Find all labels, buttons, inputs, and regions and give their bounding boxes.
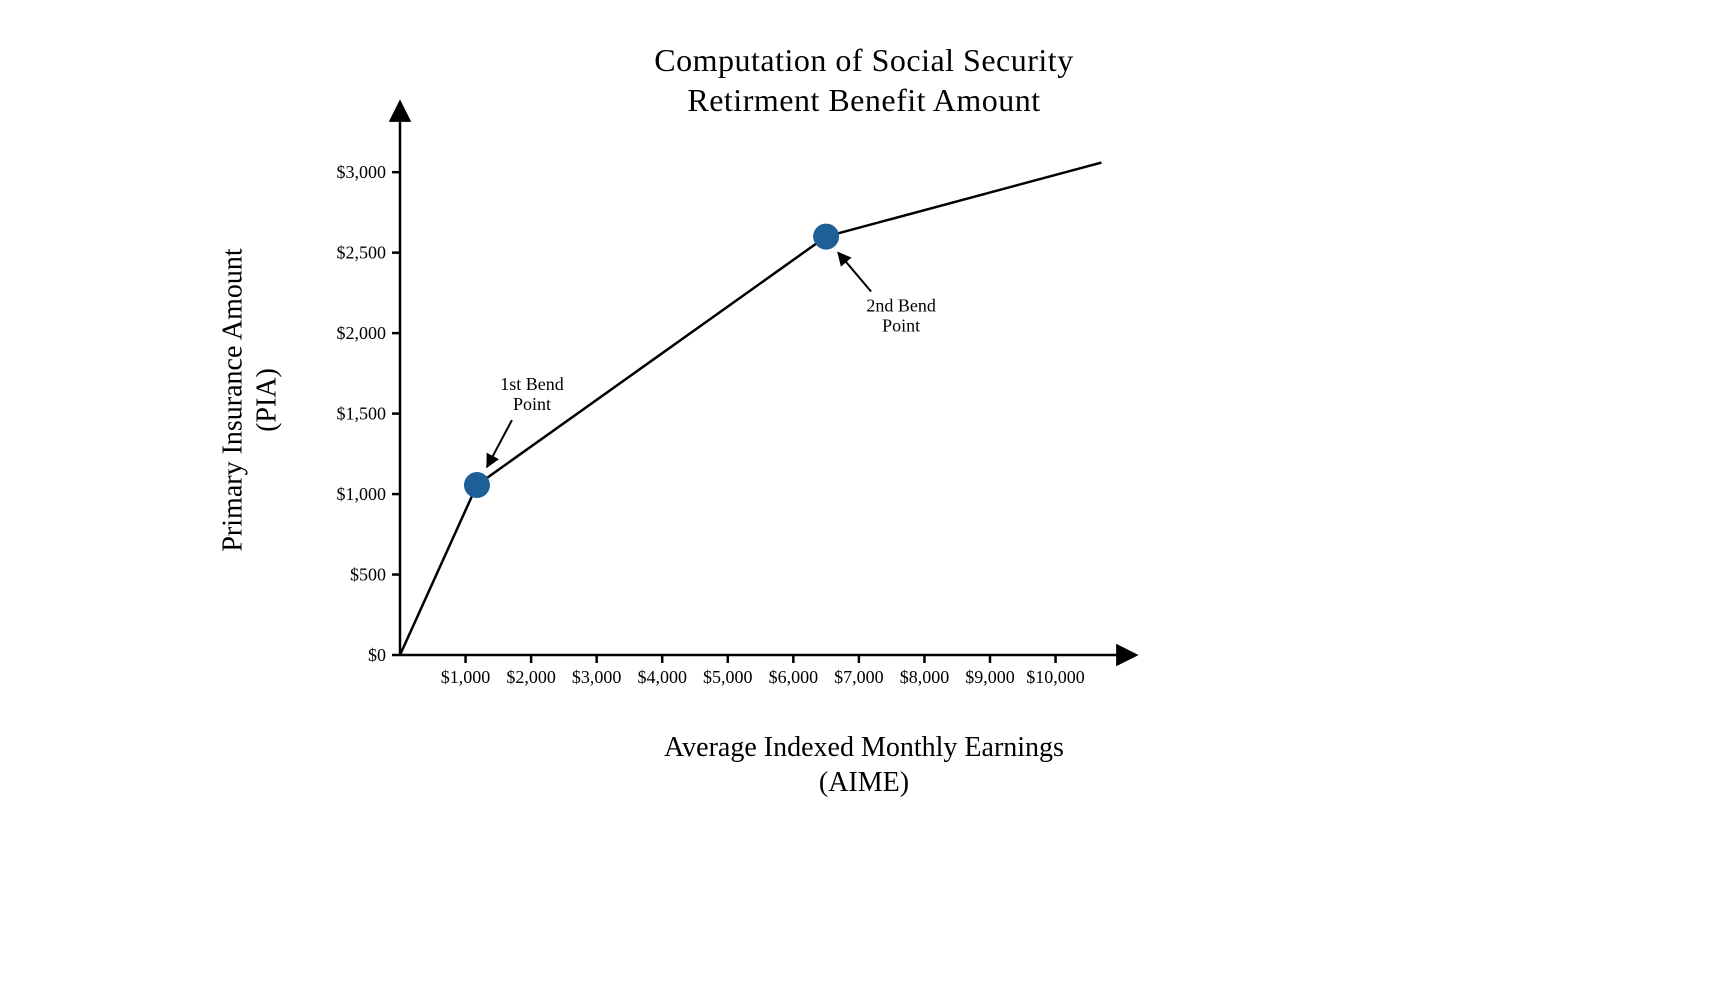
x-tick-label: $3,000 [572,667,622,687]
x-tick-label: $8,000 [900,667,950,687]
x-tick-label: $4,000 [637,667,687,687]
y-tick-label: $1,500 [337,404,387,424]
chart-svg: $1,000 $2,000 $3,000 $4,000 $5,000 $6,000 $7,0… [0,0,1728,981]
chart-container: Computation of Social Security Retirment… [0,0,1728,981]
annotations: 1st BendPoint 2nd BendPoint [487,253,936,467]
pia-curve [400,163,1101,655]
x-axis-ticks: $1,000 $2,000 $3,000 $4,000 $5,000 $6,000 $7,0… [441,655,1085,687]
bend-point-2 [813,224,839,250]
bend-1-arrow [487,420,512,467]
y-tick-label: $3,000 [337,162,387,182]
x-tick-label: $7,000 [834,667,884,687]
x-tick-label: $5,000 [703,667,753,687]
bend-1-label: 1st BendPoint [500,374,564,414]
x-tick-label: $2,000 [506,667,556,687]
x-tick-label: $9,000 [965,667,1015,687]
x-tick-label: $10,000 [1026,667,1085,687]
bend-2-arrow [838,253,871,292]
y-tick-label: $1,000 [337,484,387,504]
data-line [400,163,1101,655]
y-tick-label: $0 [368,645,386,665]
y-axis-ticks: $0 $500 $1,000 $1,500 $2,000 $2,500 $3,000 [337,162,401,665]
y-tick-label: $2,000 [337,323,387,343]
x-tick-label: $1,000 [441,667,491,687]
bend-2-label: 2nd BendPoint [866,296,936,336]
y-tick-label: $2,500 [337,243,387,263]
bend-point-1 [464,472,490,498]
y-tick-label: $500 [350,565,386,585]
x-tick-label: $6,000 [769,667,819,687]
